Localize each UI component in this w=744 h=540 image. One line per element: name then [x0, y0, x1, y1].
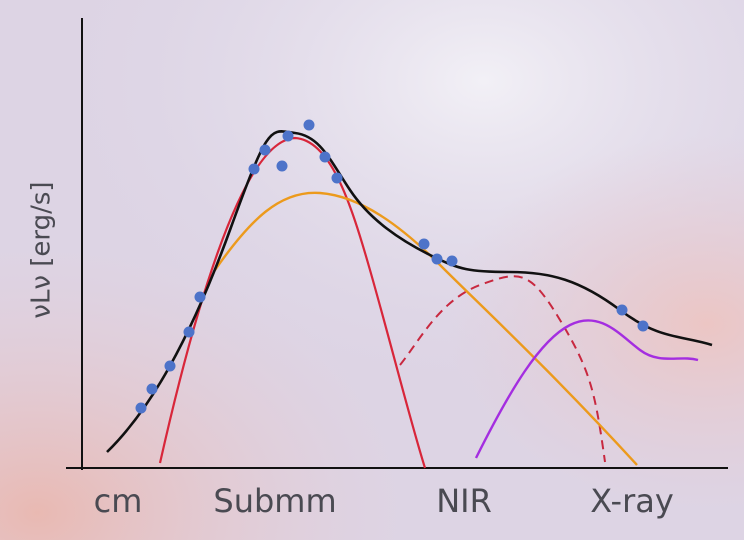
total-curve — [106, 130, 713, 453]
point — [637, 320, 649, 332]
purple-curve — [474, 319, 699, 459]
point — [259, 144, 271, 156]
point — [194, 291, 206, 303]
point — [183, 326, 195, 338]
point — [303, 119, 315, 131]
point — [616, 304, 628, 316]
point — [282, 130, 294, 142]
x-label: cm — [94, 482, 143, 520]
data-points — [135, 119, 649, 414]
point — [146, 383, 158, 395]
point — [331, 172, 343, 184]
y-axis-label: νLν [erg/s] — [27, 181, 57, 318]
x-label: NIR — [436, 482, 492, 520]
point — [276, 160, 288, 172]
point — [248, 163, 260, 175]
point — [319, 151, 331, 163]
point — [431, 253, 443, 265]
point — [164, 360, 176, 372]
point — [446, 255, 458, 267]
x-label: Submm — [213, 482, 336, 520]
red-dashed-curve — [399, 275, 606, 463]
x-label: X-ray — [590, 482, 674, 520]
point — [135, 402, 147, 414]
point — [418, 238, 430, 250]
orange-curve — [214, 191, 638, 466]
